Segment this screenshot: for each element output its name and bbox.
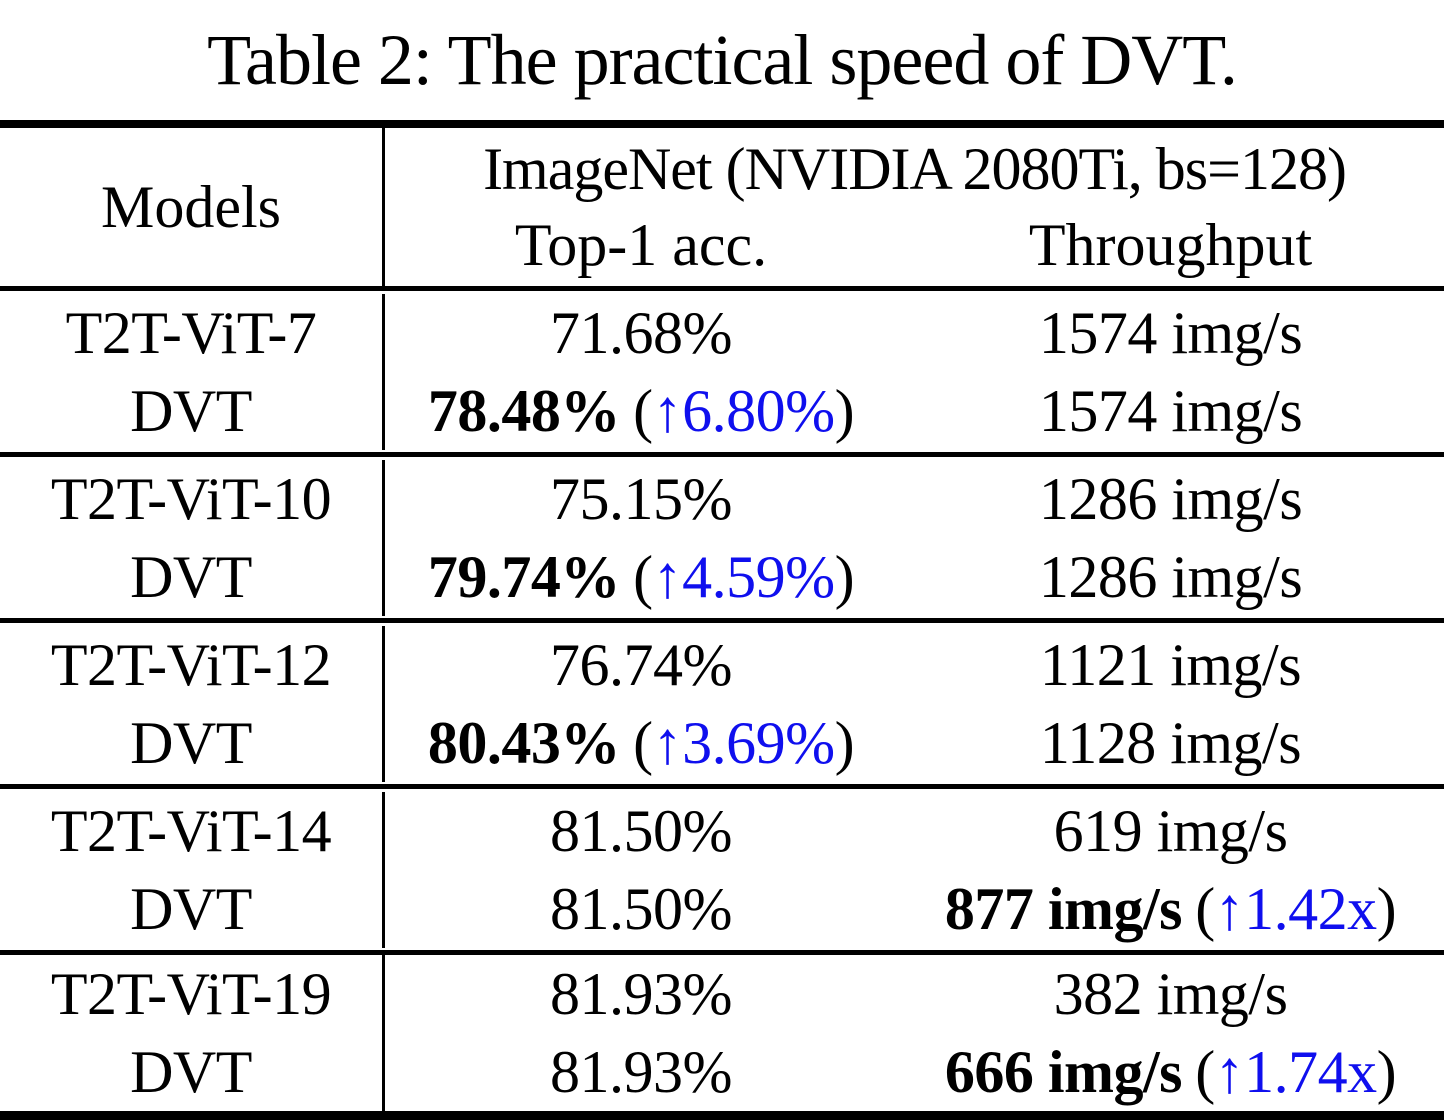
header-throughput: Throughput bbox=[1028, 212, 1313, 278]
paren-close: ) bbox=[834, 377, 855, 444]
throughput-cell: 1286 img/s bbox=[1038, 465, 1303, 532]
header-right: ImageNet (NVIDIA 2080Ti, bs=128) Top-1 a… bbox=[385, 128, 1444, 286]
model-cell: DVT bbox=[0, 1033, 385, 1111]
acc-cell: 79.74% (↑4.59%) bbox=[385, 538, 897, 616]
paren-close: ) bbox=[1376, 875, 1397, 942]
acc-value: 80.43% bbox=[427, 709, 621, 776]
table-row: T2T-ViT-14 81.50% 619 img/s bbox=[0, 791, 1444, 870]
header-top1-acc: Top-1 acc. bbox=[514, 212, 768, 278]
table-caption: Table 2: The practical speed of DVT. bbox=[207, 19, 1238, 100]
rule-top bbox=[0, 120, 1444, 128]
acc-cell: 78.48% (↑6.80%) bbox=[385, 372, 897, 450]
model-cell: DVT bbox=[0, 703, 385, 782]
rule-bottom bbox=[0, 1111, 1444, 1120]
table-row-dvt: DVT 79.74% (↑4.59%) 1286 img/s bbox=[0, 537, 1444, 616]
throughput-cell: 877 img/s (↑1.42x) bbox=[897, 870, 1444, 948]
model-cell: T2T-ViT-7 bbox=[0, 293, 385, 372]
table-row-dvt: DVT 78.48% (↑6.80%) 1574 img/s bbox=[0, 371, 1444, 450]
table-row-dvt: DVT 80.43% (↑3.69%) 1128 img/s bbox=[0, 703, 1444, 782]
acc-cell: 76.74% bbox=[550, 631, 732, 698]
table-group-t2t-vit-19: T2T-ViT-19 81.93% 382 img/s DVT 81.93% 6… bbox=[0, 955, 1444, 1111]
acc-value: 78.48% bbox=[427, 377, 621, 444]
rule-header-bottom bbox=[0, 286, 1444, 291]
rule-group-divider bbox=[0, 784, 1444, 789]
table-row: T2T-ViT-10 75.15% 1286 img/s bbox=[0, 459, 1444, 538]
model-cell: T2T-ViT-14 bbox=[0, 791, 385, 870]
table-row-dvt: DVT 81.93% 666 img/s (↑1.74x) bbox=[0, 1033, 1444, 1111]
throughput-cell: 619 img/s bbox=[1053, 797, 1288, 864]
acc-gain: ↑6.80% bbox=[652, 377, 835, 444]
throughput-gain: ↑1.74x bbox=[1214, 1039, 1378, 1105]
model-cell: DVT bbox=[0, 869, 385, 948]
table-row: T2T-ViT-12 76.74% 1121 img/s bbox=[0, 625, 1444, 704]
table-group-t2t-vit-10: T2T-ViT-10 75.15% 1286 img/s DVT 79.74%(… bbox=[0, 457, 1444, 618]
table-group-t2t-vit-14: T2T-ViT-14 81.50% 619 img/s DVT 81.50% 8… bbox=[0, 789, 1444, 950]
acc-cell: 81.93% bbox=[550, 1039, 732, 1105]
header-subrow: Top-1 acc. Throughput bbox=[385, 207, 1444, 283]
model-cell: T2T-ViT-12 bbox=[0, 625, 385, 704]
throughput-gain: ↑1.42x bbox=[1214, 875, 1378, 942]
model-cell: T2T-ViT-10 bbox=[0, 459, 385, 538]
paren-open: ( bbox=[1195, 1039, 1215, 1105]
model-cell: T2T-ViT-19 bbox=[0, 955, 385, 1033]
paren-close: ) bbox=[834, 543, 855, 610]
table-group-t2t-vit-12: T2T-ViT-12 76.74% 1121 img/s DVT 80.43%(… bbox=[0, 623, 1444, 784]
throughput-cell: 1128 img/s bbox=[1039, 709, 1302, 776]
throughput-cell: 382 img/s bbox=[1053, 961, 1288, 1027]
paren-close: ) bbox=[834, 709, 855, 776]
throughput-cell: 1574 img/s bbox=[1038, 377, 1303, 444]
paren-open: ( bbox=[633, 543, 653, 610]
header-dataset: ImageNet (NVIDIA 2080Ti, bs=128) bbox=[483, 136, 1347, 202]
paren-open: ( bbox=[633, 377, 653, 444]
acc-cell: 80.43% (↑3.69%) bbox=[385, 704, 897, 782]
paren-open: ( bbox=[1195, 875, 1215, 942]
table-row: T2T-ViT-7 71.68% 1574 img/s bbox=[0, 293, 1444, 372]
acc-cell: 75.15% bbox=[550, 465, 732, 532]
paren-close: ) bbox=[1376, 1039, 1397, 1105]
throughput-cell: 1574 img/s bbox=[1038, 299, 1303, 366]
rule-group-divider bbox=[0, 950, 1444, 955]
table-header: Models ImageNet (NVIDIA 2080Ti, bs=128) … bbox=[0, 128, 1444, 286]
throughput-value: 877 img/s bbox=[944, 875, 1183, 942]
rule-group-divider bbox=[0, 618, 1444, 623]
table-group-t2t-vit-7: T2T-ViT-7 71.68% 1574 img/s DVT 78.48% (↑… bbox=[0, 291, 1444, 452]
throughput-cell: 666 img/s (↑1.74x) bbox=[897, 1033, 1444, 1111]
table-row: T2T-ViT-19 81.93% 382 img/s bbox=[0, 955, 1444, 1033]
acc-gain: ↑3.69% bbox=[652, 709, 835, 776]
throughput-value: 666 img/s bbox=[944, 1039, 1183, 1105]
acc-cell: 81.50% bbox=[550, 797, 732, 864]
throughput-cell: 1121 img/s bbox=[1039, 631, 1302, 698]
paren-open: ( bbox=[633, 709, 653, 776]
model-cell: DVT bbox=[0, 371, 385, 450]
acc-gain: ↑4.59% bbox=[652, 543, 835, 610]
acc-value: 79.74% bbox=[427, 543, 621, 610]
table-row-dvt: DVT 81.50% 877 img/s (↑1.42x) bbox=[0, 869, 1444, 948]
acc-cell: 81.93% bbox=[550, 961, 732, 1027]
acc-cell: 81.50% bbox=[550, 875, 732, 942]
model-cell: DVT bbox=[0, 537, 385, 616]
acc-cell: 71.68% bbox=[550, 299, 732, 366]
throughput-cell: 1286 img/s bbox=[1038, 543, 1303, 610]
header-models: Models bbox=[0, 128, 385, 286]
rule-group-divider bbox=[0, 452, 1444, 457]
